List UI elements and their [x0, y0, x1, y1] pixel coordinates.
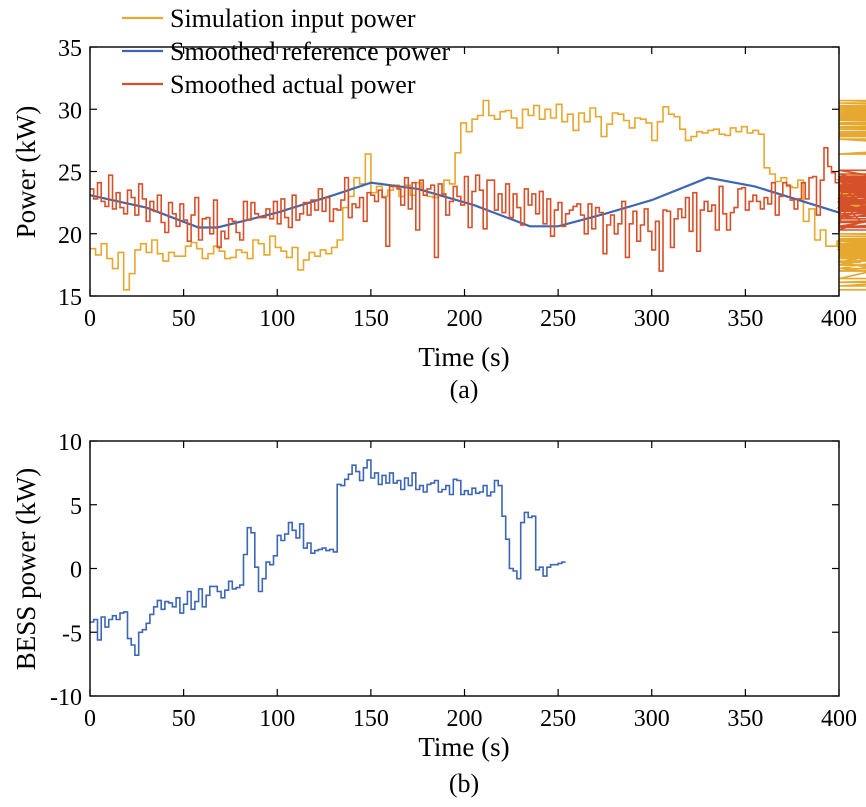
series-line-bess-power [90, 459, 566, 656]
panel-b-caption: (b) [449, 769, 479, 798]
panel-b-x-tick-label: 300 [634, 706, 670, 732]
panel-b-y-tick-label: 5 [70, 494, 82, 520]
panel-a-x-tick-label: 200 [447, 306, 483, 332]
panel-b-plot-frame [89, 440, 840, 697]
panel-b-y-axis-title: BESS power (kW) [11, 468, 41, 670]
panel-a-ticks: 0 50 100 150 200 250 300 350 400 15 20 25 30 35 [58, 36, 857, 332]
panel-b-x-tick-label: 350 [727, 706, 763, 732]
panel-a-plot-frame [89, 46, 840, 297]
chart-panel-a: 0 50 100 150 200 250 300 350 400 15 20 25 30 35 Simul… [11, 4, 866, 404]
panel-a-x-tick-label: 0 [84, 306, 96, 332]
chart-panel-b: 0 50 100 150 200 250 300 350 400 -10 -5 0 5 10 Time (… [11, 430, 857, 798]
panel-a-x-tick-label: 50 [172, 306, 196, 332]
panel-b-ticks: 0 50 100 150 200 250 300 350 400 -10 -5 0 5 10 [50, 430, 857, 732]
panel-a-x-tick-label: 400 [821, 306, 857, 332]
panel-b-x-tick-label: 250 [540, 706, 576, 732]
panel-a-y-axis-title: Power (kW) [11, 106, 41, 239]
panel-a-y-tick-label: 25 [58, 161, 82, 187]
panel-a-x-tick-label: 250 [540, 306, 576, 332]
panel-a-x-tick-label: 300 [634, 306, 670, 332]
legend-label-simulation-input-power: Simulation input power [170, 4, 416, 33]
panel-b-x-tick-label: 400 [821, 706, 857, 732]
legend-label-smoothed-reference-power: Smoothed reference power [170, 37, 450, 66]
panel-b-y-tick-label: -5 [62, 621, 82, 647]
panel-b-x-tick-label: 50 [172, 706, 196, 732]
panel-b-y-tick-label: -10 [50, 685, 82, 711]
panel-a-x-axis-title: Time (s) [418, 342, 509, 372]
series-line-simulation-input-power [90, 99, 866, 291]
panel-a-x-tick-label: 350 [727, 306, 763, 332]
panel-a-caption: (a) [450, 375, 479, 404]
panel-b-y-tick-label: 0 [70, 558, 82, 584]
series-line-smoothed-actual-power [90, 147, 866, 272]
panel-a-x-tick-label: 150 [353, 306, 389, 332]
panel-b-series [90, 459, 566, 656]
panel-b-y-tick-label: 10 [58, 430, 82, 456]
panel-b-x-tick-label: 100 [259, 706, 295, 732]
panel-a-y-tick-label: 30 [58, 98, 82, 124]
panel-b-x-axis-title: Time (s) [418, 732, 509, 762]
panel-a-legend: Simulation input power Smoothed referenc… [122, 4, 450, 99]
panel-b-x-tick-label: 150 [353, 706, 389, 732]
panel-a-y-tick-label: 20 [58, 223, 82, 249]
legend-label-smoothed-actual-power: Smoothed actual power [170, 70, 416, 99]
panel-b-x-tick-label: 200 [447, 706, 483, 732]
panel-b-x-tick-label: 0 [84, 706, 96, 732]
panel-a-series [89, 99, 866, 291]
panel-a-y-tick-label: 35 [58, 36, 82, 62]
panel-a-x-tick-label: 100 [259, 306, 295, 332]
panel-a-y-tick-label: 15 [58, 285, 82, 311]
